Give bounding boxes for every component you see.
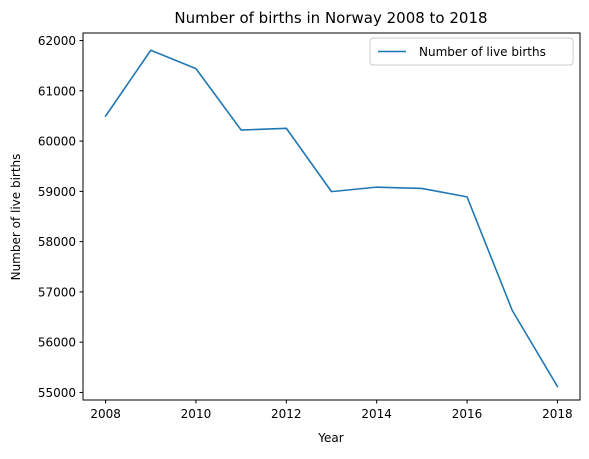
x-tick-label: 2018 (542, 407, 573, 421)
x-axis-label: Year (317, 431, 343, 445)
chart-title: Number of births in Norway 2008 to 2018 (174, 9, 487, 27)
y-tick-label: 58000 (38, 235, 76, 249)
legend-label: Number of live births (419, 45, 546, 59)
y-tick-label: 60000 (38, 135, 76, 149)
plot-area (83, 33, 580, 400)
x-tick-label: 2008 (90, 407, 121, 421)
legend: Number of live births (370, 38, 573, 65)
y-tick-label: 62000 (38, 34, 76, 48)
y-axis-ticks: 55000 56000 57000 58000 59000 60000 61000 62000 (38, 34, 83, 400)
x-tick-label: 2010 (181, 407, 212, 421)
y-tick-label: 56000 (38, 336, 76, 350)
y-tick-label: 55000 (38, 386, 76, 400)
series-line (106, 50, 558, 386)
x-axis-ticks: 2008 2010 2012 2014 2016 2018 (90, 400, 572, 421)
y-tick-label: 57000 (38, 285, 76, 299)
x-tick-label: 2016 (452, 407, 483, 421)
x-tick-label: 2012 (271, 407, 302, 421)
y-tick-label: 61000 (38, 84, 76, 98)
series-group (106, 50, 558, 386)
y-tick-label: 59000 (38, 185, 76, 199)
y-axis-label: Number of live births (9, 154, 23, 281)
x-tick-label: 2014 (361, 407, 392, 421)
